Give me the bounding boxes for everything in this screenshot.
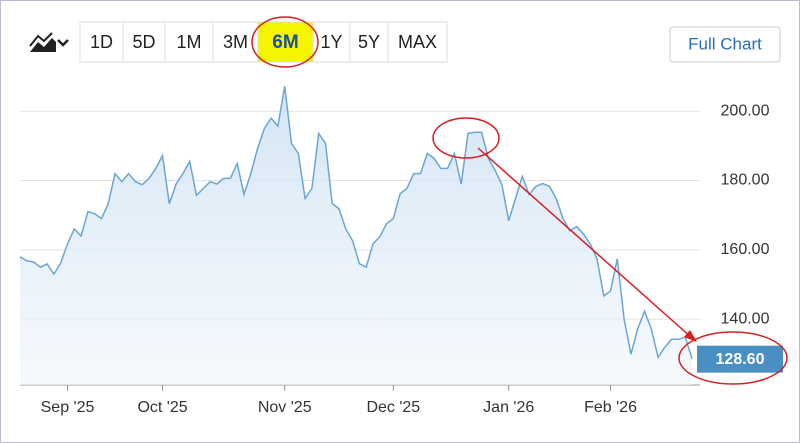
range-button[interactable] xyxy=(387,21,448,63)
x-tick-label: Sep '25 xyxy=(41,399,95,416)
y-tick-label: 160.00 xyxy=(721,241,770,258)
chart-type-icon[interactable] xyxy=(29,32,69,52)
x-tick-label: Dec '25 xyxy=(366,399,420,416)
area xyxy=(20,86,692,385)
range-button[interactable] xyxy=(122,21,166,63)
annotation-circle xyxy=(432,117,500,159)
y-tick-label: 180.00 xyxy=(721,172,770,189)
full-chart-label[interactable]: Full Chart xyxy=(688,34,762,53)
range-button[interactable] xyxy=(349,21,389,63)
range-button[interactable] xyxy=(164,21,214,63)
annotation-circle xyxy=(678,331,788,385)
range-button[interactable] xyxy=(212,21,259,63)
annotation-arrowhead xyxy=(684,330,697,342)
x-tick-label: Feb '26 xyxy=(584,399,637,416)
range-label[interactable]: 1Y xyxy=(320,32,342,52)
x-tick-label: Nov '25 xyxy=(258,399,312,416)
range-button[interactable] xyxy=(79,21,124,63)
range-label[interactable]: 3M xyxy=(223,32,248,52)
line xyxy=(19,86,693,360)
range-label[interactable]: 6M xyxy=(272,32,298,53)
range-label[interactable]: 1D xyxy=(90,32,113,52)
x-tick-label: Oct '25 xyxy=(137,399,187,416)
full-chart-button[interactable] xyxy=(669,26,781,63)
range-button[interactable] xyxy=(257,21,314,63)
range-label[interactable]: 1M xyxy=(176,32,201,52)
range-label[interactable]: 5D xyxy=(132,32,155,52)
y-tick-label: 140.00 xyxy=(721,310,770,327)
last-price-label: 128.60 xyxy=(716,351,765,368)
last-price-box xyxy=(697,345,783,373)
y-tick-label: 200.00 xyxy=(721,102,770,119)
annotation-arrow xyxy=(477,147,693,339)
range-label[interactable]: MAX xyxy=(398,32,437,52)
annotation-circle xyxy=(251,16,319,68)
x-tick-label: Jan '26 xyxy=(483,399,534,416)
range-label[interactable]: 5Y xyxy=(358,32,380,52)
